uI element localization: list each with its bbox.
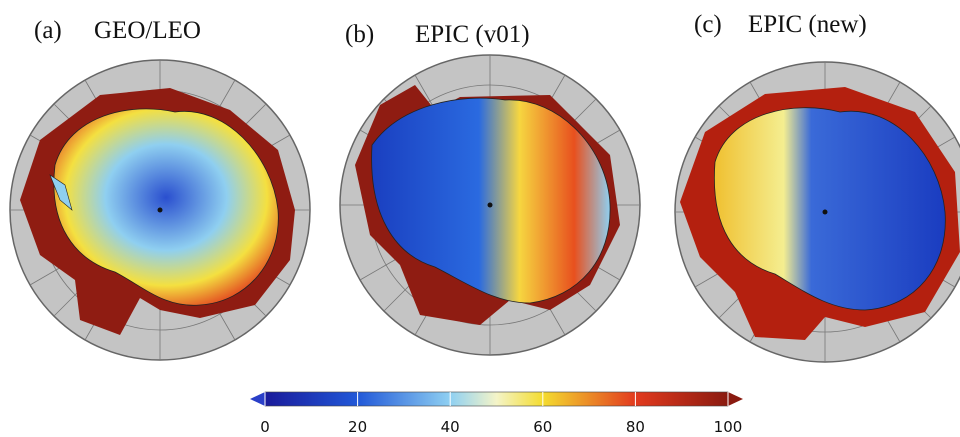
panel-title: EPIC (new) — [748, 11, 867, 38]
colorbar-tick-label: 0 — [260, 418, 270, 436]
map-b — [339, 54, 641, 356]
panel-label: (c) — [694, 11, 722, 38]
panel-title: EPIC (v01) — [415, 21, 530, 48]
panel-title: GEO/LEO — [94, 17, 201, 44]
colorbar-tick-label: 100 — [714, 418, 743, 436]
panel-label: (b) — [345, 21, 374, 48]
colorbar-extend-high — [728, 392, 743, 406]
colorbar-tick-label: 60 — [533, 418, 552, 436]
colorbar — [250, 391, 743, 407]
colorbar-extend-low — [250, 392, 265, 406]
map-c — [674, 61, 960, 363]
map-a — [9, 59, 311, 361]
colorbar-tick-label: 40 — [441, 418, 460, 436]
colorbar-body — [264, 391, 729, 407]
panel-label: (a) — [34, 17, 62, 44]
colorbar-tick-label: 20 — [348, 418, 367, 436]
colorbar-tick-label: 80 — [626, 418, 645, 436]
